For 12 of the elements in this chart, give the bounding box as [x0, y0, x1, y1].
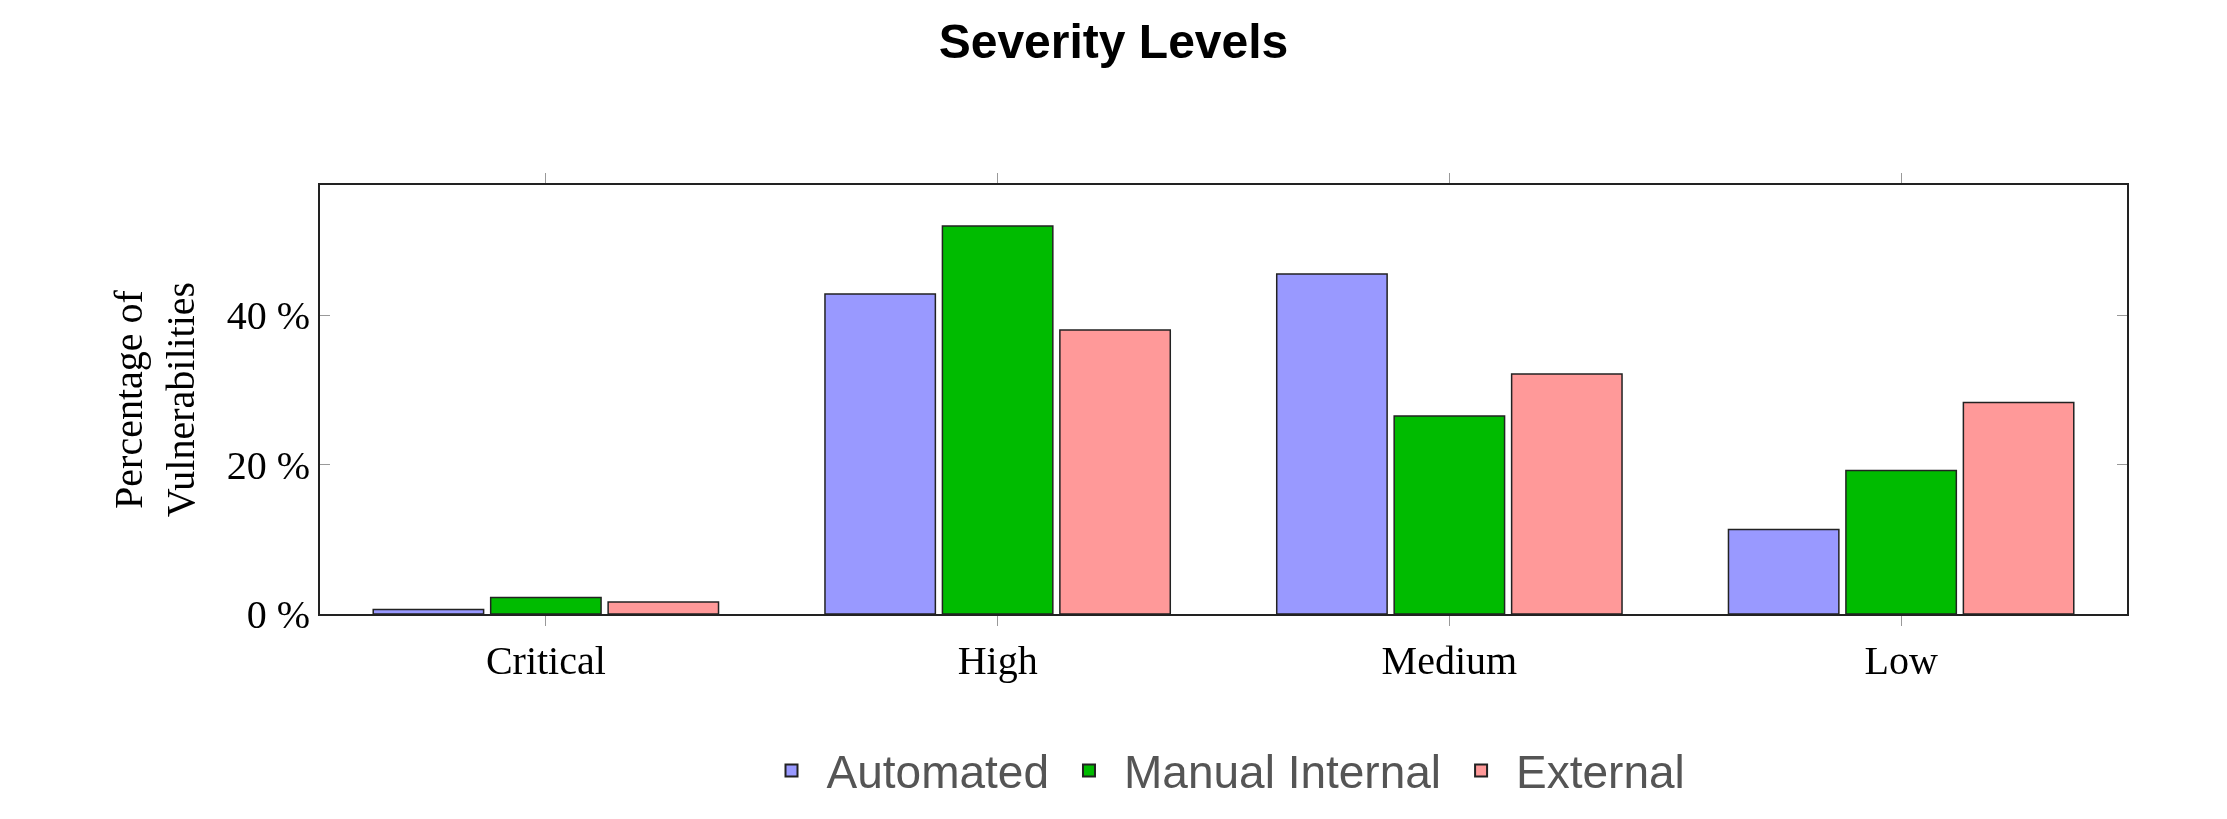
legend-label: External — [1516, 746, 1685, 799]
chart-title: Severity Levels — [938, 15, 1289, 69]
x-tick-label: Low — [1864, 638, 1938, 683]
legend-label: Manual Internal — [1123, 746, 1442, 799]
x-tick-label: Critical — [485, 638, 606, 683]
y-axis-title: Percentage of Vulnerabilities — [105, 281, 203, 518]
x-tick-label: Medium — [1381, 638, 1518, 683]
y-tick-label: 20 % — [226, 442, 310, 488]
x-tick-label: High — [957, 638, 1038, 683]
y-tick-label: 0 % — [246, 592, 310, 637]
legend-label: Automated — [826, 746, 1049, 799]
y-tick-label: 40 % — [226, 293, 310, 339]
